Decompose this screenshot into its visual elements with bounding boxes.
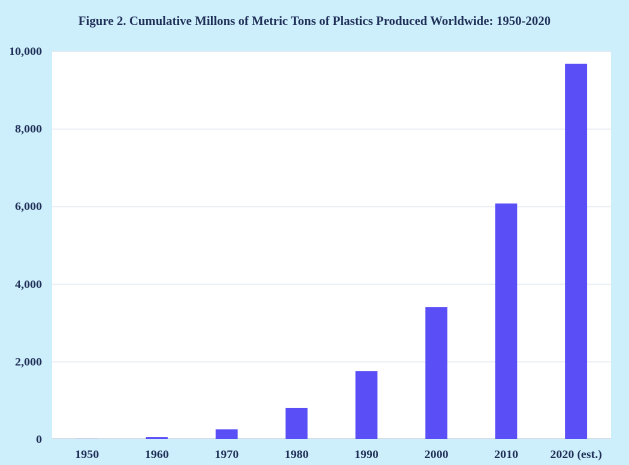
y-tick-label: 8,000 (15, 122, 42, 136)
bar-1980 (285, 407, 308, 439)
plot-area (52, 51, 611, 439)
x-tick-label: 2000 (424, 447, 448, 461)
y-tick-label: 4,000 (15, 277, 42, 291)
gridlines (52, 51, 611, 439)
y-axis-tick-labels: 0 2,000 4,000 6,000 8,000 10,000 (9, 44, 42, 446)
y-tick-label: 10,000 (9, 44, 42, 58)
bar-2010 (495, 203, 518, 439)
bar-1960 (145, 437, 168, 439)
bar-2000 (425, 307, 448, 439)
bar-1970 (215, 429, 238, 439)
x-tick-label: 1950 (75, 447, 99, 461)
y-tick-label: 2,000 (15, 354, 42, 368)
x-tick-label: 1980 (285, 447, 309, 461)
chart-title: Figure 2. Cumulative Millons of Metric T… (78, 14, 550, 28)
x-tick-label: 2010 (494, 447, 518, 461)
bar-1990 (355, 371, 378, 439)
x-axis-tick-labels: 1950 1960 1970 1980 1990 2000 2010 2020 (est.) (75, 447, 602, 461)
bars (75, 63, 588, 439)
x-tick-label: 1960 (145, 447, 169, 461)
y-tick-label: 6,000 (15, 199, 42, 213)
x-tick-label: 1990 (354, 447, 378, 461)
y-tick-label: 0 (36, 432, 42, 446)
x-tick-label: 2020 (est.) (550, 447, 602, 461)
x-tick-label: 1970 (215, 447, 239, 461)
bar-2020-est (565, 63, 588, 439)
